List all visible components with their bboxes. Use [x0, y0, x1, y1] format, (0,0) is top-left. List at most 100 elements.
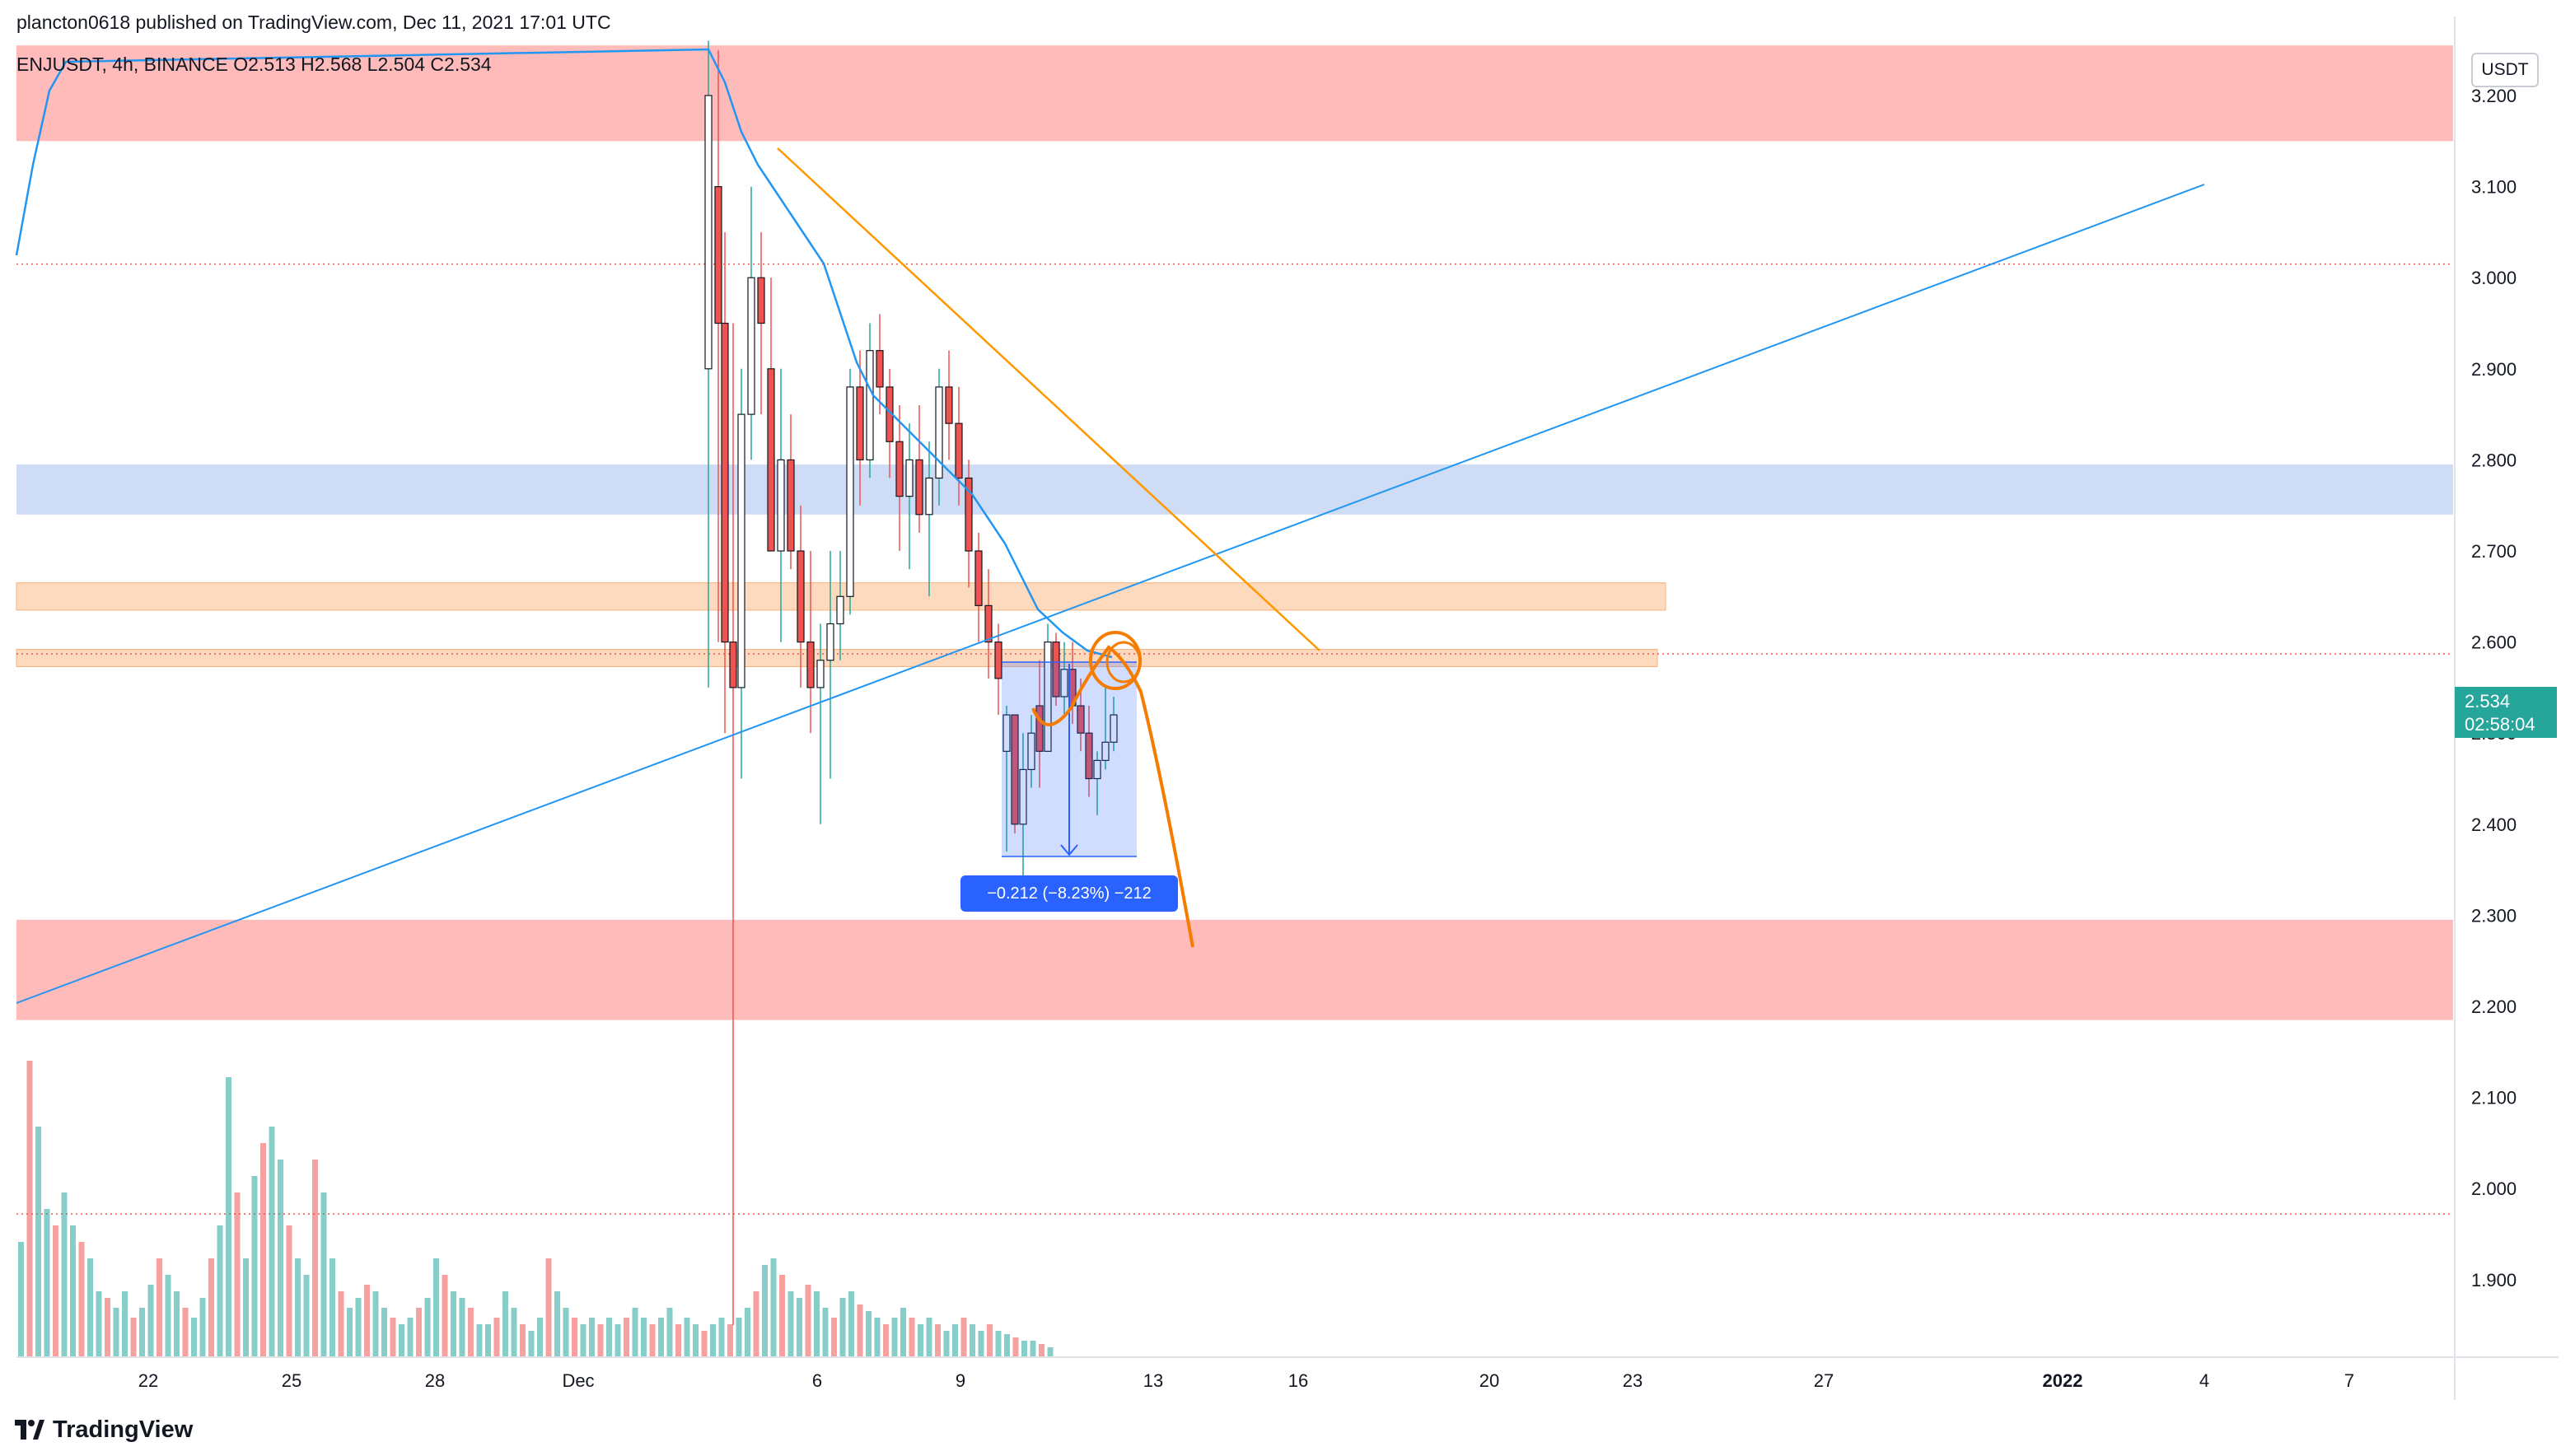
volume-bar	[978, 1331, 984, 1357]
volume-bar	[372, 1291, 379, 1357]
price-tick-label: 2.900	[2471, 359, 2517, 380]
candle-body	[747, 277, 755, 415]
last-price-value: 2.534	[2465, 691, 2511, 712]
candle-body	[1077, 705, 1085, 734]
volume-bar	[459, 1298, 465, 1357]
candle-body	[905, 459, 914, 497]
candle-body	[1093, 759, 1101, 780]
price-tick-label: 2.700	[2471, 541, 2517, 562]
volume-bar	[528, 1331, 535, 1357]
candle-body	[1011, 714, 1019, 825]
candle-body	[974, 550, 983, 606]
time-tick-label: Dec	[562, 1370, 594, 1391]
volume-bar	[1047, 1347, 1054, 1357]
volume-bar	[615, 1324, 621, 1357]
time-tick-label: 2022	[2043, 1370, 2083, 1391]
candle-body	[787, 459, 795, 552]
volume-bar	[44, 1209, 50, 1357]
volume-bar	[666, 1308, 673, 1357]
volume-bar	[952, 1324, 958, 1357]
volume-bar	[476, 1324, 483, 1357]
candle-body	[714, 186, 722, 324]
volume-bar	[286, 1225, 292, 1357]
volume-bar	[113, 1308, 119, 1357]
volume-bar	[563, 1308, 569, 1357]
volume-bar	[814, 1291, 820, 1357]
volume-bar	[762, 1265, 768, 1357]
time-tick-label: 9	[956, 1370, 965, 1391]
candle-body	[895, 441, 904, 497]
zone-blue	[16, 464, 2453, 515]
candles	[704, 40, 1118, 1326]
volume-bar	[606, 1318, 612, 1357]
volume-bar	[554, 1291, 560, 1357]
volume-bar	[545, 1258, 552, 1357]
volume-bar	[745, 1308, 750, 1357]
tradingview-logo-icon	[15, 1420, 44, 1440]
volume-bar	[174, 1291, 180, 1357]
volume-bar	[105, 1298, 110, 1357]
time-tick-label: 27	[1814, 1370, 1834, 1391]
candle-body	[856, 386, 864, 461]
volume-bar	[995, 1331, 1002, 1357]
volume-bar	[269, 1127, 275, 1357]
volume-bar	[96, 1291, 102, 1357]
projection-path[interactable]	[1031, 645, 1194, 948]
volume-bar	[1021, 1341, 1027, 1357]
volume-bar	[693, 1324, 699, 1357]
volume-bar	[753, 1291, 759, 1357]
candle-body	[1035, 705, 1044, 752]
last-price-tag: 2.534 02:58:04	[2455, 687, 2557, 738]
volume-bar	[649, 1324, 656, 1357]
moving-average-line	[15, 48, 1113, 659]
candle-body	[945, 386, 953, 424]
candle-body	[806, 641, 815, 688]
volume-bar	[632, 1308, 638, 1357]
volume-bar	[130, 1318, 137, 1357]
drawings	[15, 48, 2205, 1004]
candle-body	[955, 422, 963, 479]
volume-bar	[416, 1308, 422, 1357]
tradingview-footer[interactable]: TradingView	[15, 1415, 193, 1444]
volume-bar	[442, 1275, 448, 1357]
volume-bar	[320, 1192, 327, 1357]
volume-bar	[26, 1061, 33, 1357]
volume-bar	[157, 1258, 162, 1357]
volume-bar	[831, 1318, 837, 1357]
volume-bar	[537, 1318, 543, 1357]
candle-body	[846, 386, 854, 597]
volume-bar	[407, 1318, 414, 1357]
candle-body	[984, 604, 993, 643]
measure-label: −0.212 (−8.23%) −212	[960, 875, 1178, 912]
price-tick-label: 2.400	[2471, 814, 2517, 835]
volume-bar	[857, 1304, 863, 1357]
zone-orange	[16, 648, 1658, 667]
volume-bar	[891, 1318, 898, 1357]
volume-bar	[1030, 1341, 1036, 1357]
descending-trendline[interactable]	[777, 147, 1320, 651]
price-tick-label: 3.100	[2471, 177, 2517, 198]
candle-body	[737, 413, 745, 688]
volume-bar	[935, 1324, 941, 1357]
volume-bar	[199, 1298, 206, 1357]
volume-bar	[303, 1275, 310, 1357]
candle-body	[1052, 641, 1060, 698]
volume-bar	[520, 1324, 526, 1357]
tradingview-brand: TradingView	[53, 1416, 194, 1443]
volume-bar	[390, 1318, 396, 1357]
volume-bar	[165, 1275, 171, 1357]
volume-bar	[848, 1291, 854, 1357]
volume-bar	[278, 1160, 283, 1357]
volume-bar	[960, 1318, 967, 1357]
volume-bar	[805, 1285, 811, 1357]
volume-histogram	[18, 1061, 1054, 1357]
time-tick-label: 7	[2344, 1370, 2354, 1391]
volume-bar	[493, 1318, 500, 1357]
volume-bar	[987, 1324, 993, 1357]
price-unit-badge[interactable]: USDT	[2471, 53, 2539, 87]
highlight-circle-inner	[1105, 641, 1142, 684]
volume-bar	[684, 1318, 690, 1357]
ascending-trendline[interactable]	[16, 184, 2205, 1004]
symbol-line: ENJUSDT, 4h, BINANCE O2.513 H2.568 L2.50…	[16, 54, 492, 75]
